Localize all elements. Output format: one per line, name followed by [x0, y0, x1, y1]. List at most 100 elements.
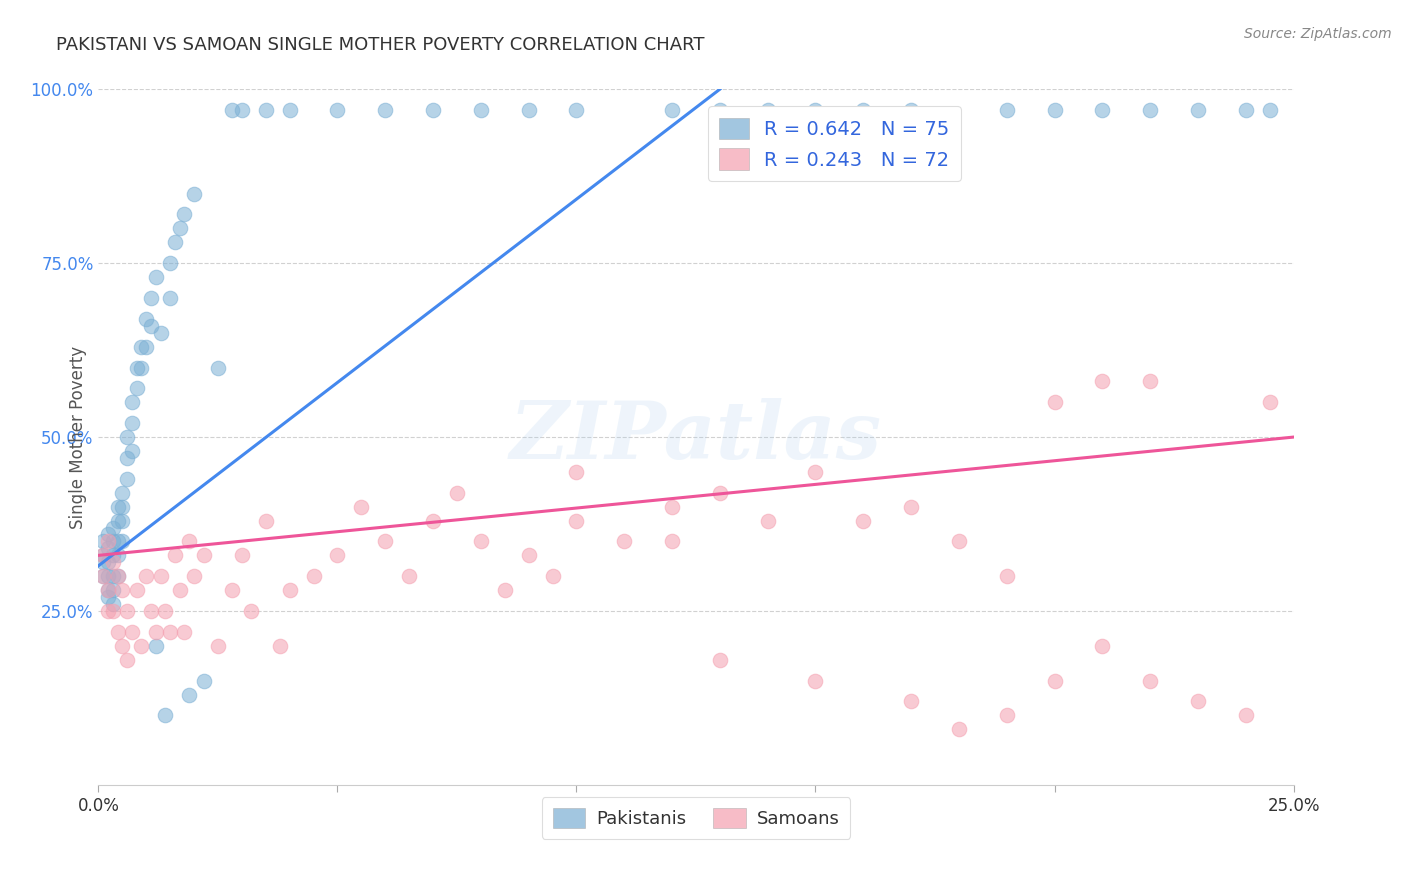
Point	[173, 624, 195, 639]
Point	[852, 103, 875, 117]
Point	[613, 534, 636, 549]
Point	[101, 520, 124, 534]
Point	[101, 534, 124, 549]
Point	[541, 569, 564, 583]
Point	[1091, 375, 1114, 389]
Point	[111, 500, 134, 514]
Point	[804, 673, 827, 688]
Point	[121, 444, 143, 458]
Point	[494, 583, 516, 598]
Point	[149, 569, 172, 583]
Point	[422, 103, 444, 117]
Point	[91, 569, 114, 583]
Point	[115, 472, 138, 486]
Point	[107, 549, 129, 563]
Point	[149, 326, 172, 340]
Point	[139, 291, 162, 305]
Point	[995, 708, 1018, 723]
Point	[852, 514, 875, 528]
Point	[115, 450, 138, 465]
Point	[350, 500, 373, 514]
Point	[1091, 103, 1114, 117]
Point	[183, 186, 205, 201]
Point	[900, 694, 922, 708]
Point	[97, 541, 120, 556]
Point	[125, 381, 148, 395]
Point	[221, 103, 243, 117]
Point	[183, 569, 205, 583]
Point	[97, 555, 120, 569]
Point	[422, 514, 444, 528]
Point	[97, 527, 120, 541]
Point	[111, 514, 134, 528]
Point	[107, 569, 129, 583]
Point	[517, 103, 540, 117]
Point	[107, 569, 129, 583]
Point	[1139, 673, 1161, 688]
Point	[101, 549, 124, 563]
Point	[326, 103, 349, 117]
Point	[1043, 395, 1066, 409]
Point	[193, 673, 215, 688]
Point	[231, 103, 253, 117]
Point	[145, 624, 167, 639]
Point	[155, 708, 177, 723]
Point	[107, 624, 129, 639]
Point	[91, 549, 114, 563]
Point	[159, 624, 181, 639]
Point	[135, 340, 157, 354]
Point	[709, 485, 731, 500]
Point	[470, 103, 492, 117]
Point	[470, 534, 492, 549]
Point	[107, 500, 129, 514]
Point	[398, 569, 420, 583]
Point	[900, 500, 922, 514]
Point	[1043, 673, 1066, 688]
Point	[661, 500, 683, 514]
Point	[91, 534, 114, 549]
Point	[1187, 694, 1209, 708]
Point	[804, 103, 827, 117]
Point	[302, 569, 325, 583]
Point	[326, 549, 349, 563]
Point	[101, 583, 124, 598]
Point	[91, 549, 114, 563]
Point	[97, 534, 120, 549]
Point	[207, 360, 229, 375]
Point	[101, 604, 124, 618]
Point	[121, 624, 143, 639]
Point	[900, 103, 922, 117]
Point	[1139, 375, 1161, 389]
Point	[1258, 395, 1281, 409]
Point	[254, 514, 277, 528]
Point	[565, 514, 588, 528]
Point	[97, 583, 120, 598]
Point	[139, 318, 162, 333]
Text: PAKISTANI VS SAMOAN SINGLE MOTHER POVERTY CORRELATION CHART: PAKISTANI VS SAMOAN SINGLE MOTHER POVERT…	[56, 36, 704, 54]
Point	[97, 590, 120, 604]
Point	[125, 360, 148, 375]
Point	[221, 583, 243, 598]
Point	[948, 723, 970, 737]
Point	[193, 549, 215, 563]
Point	[107, 514, 129, 528]
Point	[709, 103, 731, 117]
Point	[169, 221, 191, 235]
Legend: Pakistanis, Samoans: Pakistanis, Samoans	[541, 797, 851, 838]
Point	[125, 583, 148, 598]
Point	[756, 514, 779, 528]
Point	[115, 604, 138, 618]
Point	[97, 583, 120, 598]
Point	[1139, 103, 1161, 117]
Point	[111, 485, 134, 500]
Point	[97, 604, 120, 618]
Point	[1234, 103, 1257, 117]
Point	[101, 555, 124, 569]
Point	[207, 639, 229, 653]
Point	[91, 555, 114, 569]
Point	[1091, 639, 1114, 653]
Point	[163, 235, 186, 250]
Point	[565, 465, 588, 479]
Point	[1187, 103, 1209, 117]
Point	[565, 103, 588, 117]
